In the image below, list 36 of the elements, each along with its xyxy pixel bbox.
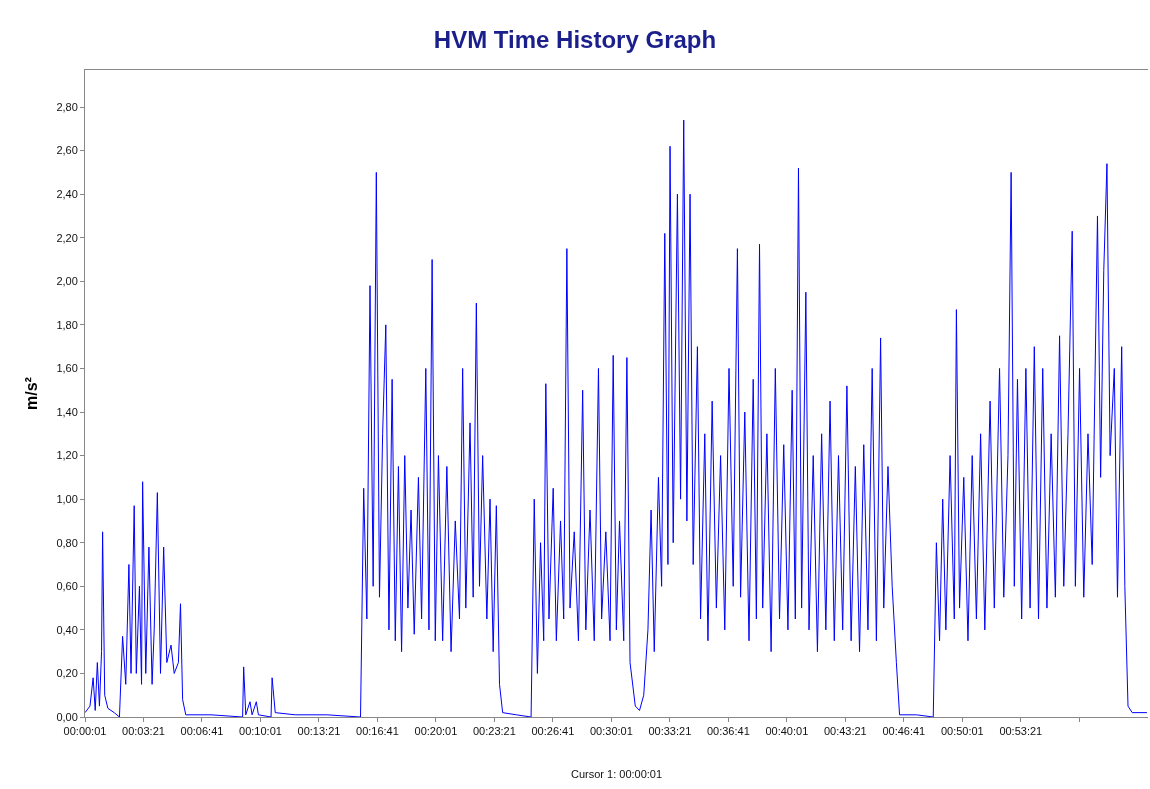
- y-tick-label: 2,60: [56, 144, 78, 157]
- text: Cursor 1: 00:00:01: [571, 768, 663, 780]
- x-tick-label: 00:00:01: [63, 725, 107, 738]
- chart-title: HVM Time History Graph: [433, 26, 717, 54]
- y-tick-label: 2,00: [56, 275, 78, 288]
- x-tick-label: 00:53:21: [999, 725, 1043, 738]
- y-tick-label: 0,40: [56, 623, 78, 636]
- x-tick-label: 00:23:21: [473, 725, 516, 738]
- y-tick-label: 1,60: [56, 362, 78, 375]
- x-tick-label: 00:46:41: [882, 725, 926, 738]
- x-tick-label: 00:50:01: [940, 725, 984, 738]
- x-tick-label: 00:06:41: [180, 725, 224, 738]
- y-tick-label: 0,60: [56, 580, 78, 593]
- y-tick-label: 1,40: [56, 405, 78, 418]
- x-tick-label: 00:30:01: [589, 725, 633, 738]
- y-tick-label: 1,20: [56, 449, 78, 462]
- x-tick-label: 00:03:21: [122, 725, 165, 738]
- y-tick-label: 1,00: [56, 493, 78, 505]
- x-tick-label: 00:33:21: [648, 725, 692, 738]
- y-tick-label: 0,00: [56, 710, 78, 723]
- y-tick-label: 2,40: [56, 188, 78, 201]
- y-tick-label: 0,20: [56, 667, 78, 680]
- x-tick-label: 00:13:21: [297, 725, 341, 738]
- line-series: [85, 119, 1148, 717]
- x-tick-label: 00:20:01: [414, 725, 458, 738]
- y-tick-label: 2,20: [56, 231, 78, 244]
- x-tick-label: 00:10:01: [239, 725, 282, 738]
- x-tick-label: 00:26:41: [531, 725, 575, 738]
- y-tick-label: 2,80: [56, 100, 78, 113]
- y-tick-label: 0,80: [56, 536, 78, 549]
- x-tick-label: 00:16:41: [356, 725, 399, 738]
- x-tick-label: 00:43:21: [823, 725, 867, 738]
- y-axis-title: m/s²: [23, 377, 41, 410]
- y-tick-label: 1,80: [56, 318, 78, 331]
- x-tick-label: 00:40:01: [765, 725, 809, 738]
- x-tick-label: 00:36:41: [706, 725, 750, 738]
